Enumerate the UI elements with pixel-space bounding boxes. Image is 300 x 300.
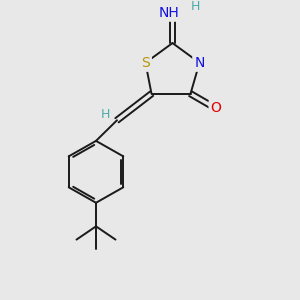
Text: NH: NH bbox=[158, 6, 179, 20]
Text: H: H bbox=[101, 109, 110, 122]
Text: S: S bbox=[141, 56, 150, 70]
Text: H: H bbox=[190, 0, 200, 13]
Text: N: N bbox=[194, 56, 205, 70]
Text: O: O bbox=[211, 101, 221, 116]
